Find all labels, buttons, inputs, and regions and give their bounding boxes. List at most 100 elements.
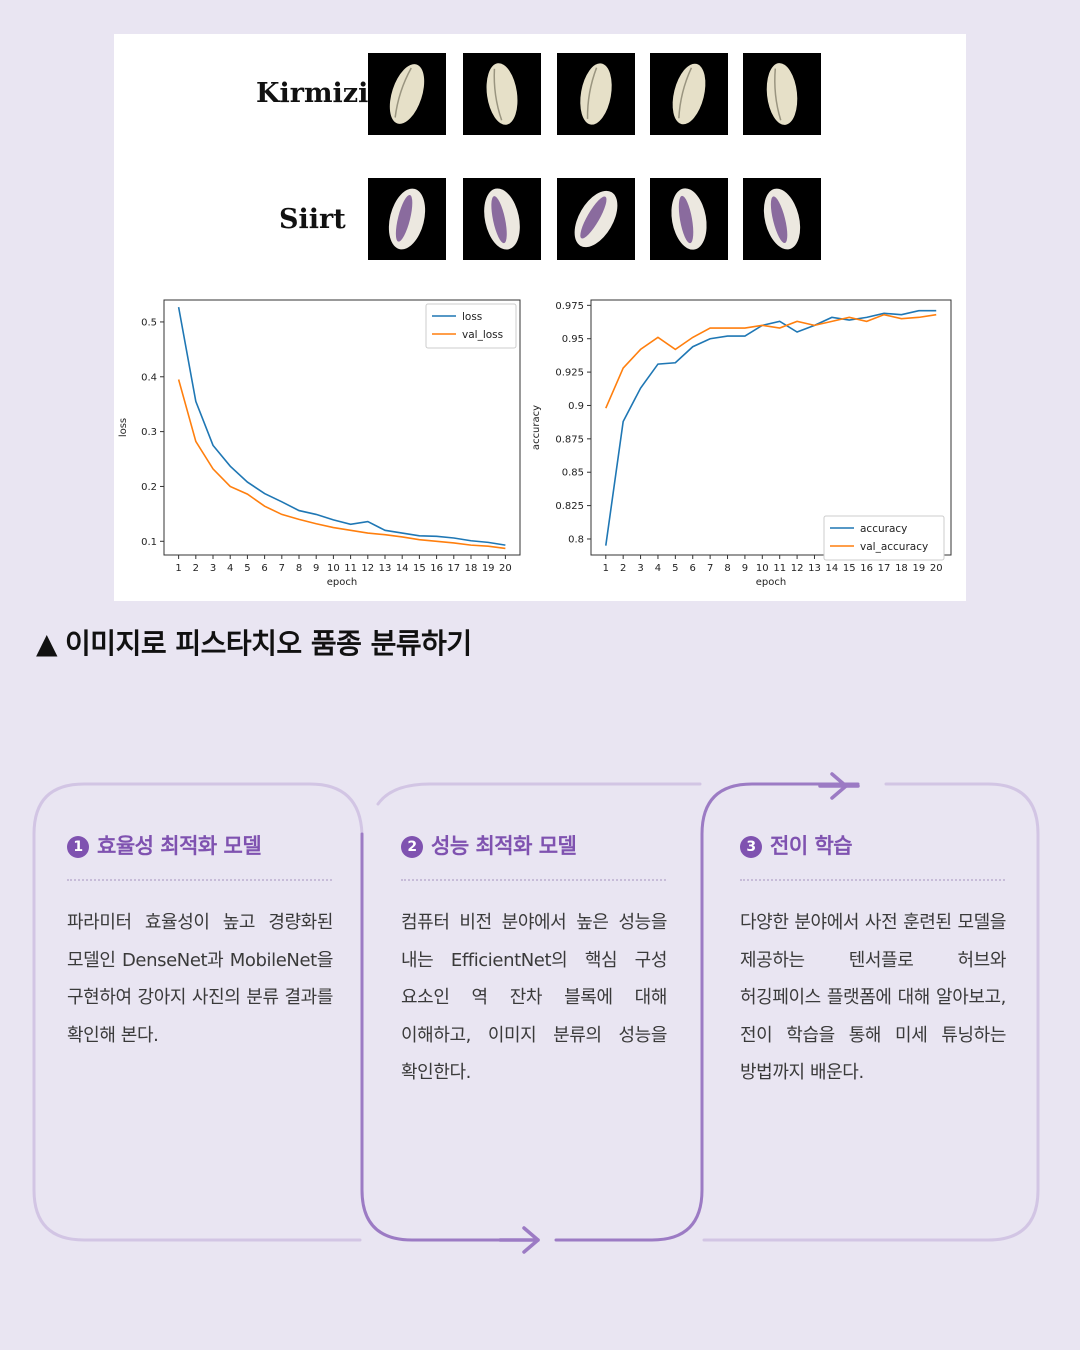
x-tick-label: 9 xyxy=(742,563,748,574)
x-tick-label: 11 xyxy=(773,563,786,574)
siirt-sample-4 xyxy=(650,178,728,260)
accuracy-chart: 1 2 3 4 5 6 7 8 9 10 11 12 13 14 15 16 17 18 19 200.80.8250… xyxy=(531,299,952,588)
y-tick-label: 0.95 xyxy=(562,334,584,345)
x-tick-label: 11 xyxy=(344,563,357,574)
x-tick-label: 12 xyxy=(791,563,804,574)
x-axis-label: epoch xyxy=(327,577,357,588)
card-2-right-outline xyxy=(554,782,860,1242)
x-tick-label: 8 xyxy=(296,563,302,574)
x-tick-label: 6 xyxy=(261,563,267,574)
x-axis-label: epoch xyxy=(756,577,786,588)
y-axis-label: accuracy xyxy=(531,405,542,450)
y-tick-label: 0.8 xyxy=(568,534,584,545)
x-tick-label: 2 xyxy=(193,563,199,574)
x-tick-label: 2 xyxy=(620,563,626,574)
x-tick-label: 13 xyxy=(379,563,392,574)
x-tick-label: 20 xyxy=(499,563,512,574)
y-tick-label: 0.2 xyxy=(141,482,157,493)
x-tick-label: 3 xyxy=(637,563,643,574)
siirt-sample-2 xyxy=(463,178,541,260)
kirmizi-sample-4 xyxy=(650,53,728,135)
card-2-title: 2 성능 최적화 모델 xyxy=(401,830,577,860)
number-badge-icon: 1 xyxy=(67,836,89,858)
card-1-body: 파라미터 효율성이 높고 경량화된 모델인 DenseNet과 MobileNe… xyxy=(67,912,333,1046)
y-tick-label: 0.975 xyxy=(555,301,584,312)
card-2-top-outline xyxy=(376,782,702,806)
card-3-body: 다양한 분야에서 사전 훈련된 모델을 제공하는 텐서플로 허브와 허깅페이스 … xyxy=(740,912,1006,1083)
x-tick-label: 6 xyxy=(690,563,696,574)
siirt-sample-1 xyxy=(368,178,446,260)
x-tick-label: 1 xyxy=(603,563,609,574)
x-tick-label: 15 xyxy=(843,563,856,574)
card-3-outline xyxy=(702,782,1040,1242)
series-line-val_loss xyxy=(177,379,506,550)
x-tick-label: 13 xyxy=(808,563,821,574)
siirt-sample-3 xyxy=(557,178,635,260)
legend-box xyxy=(823,515,945,561)
x-tick-label: 4 xyxy=(227,563,233,574)
loss-chart: 1 2 3 4 5 6 7 8 9 10 11 12 13 14 15 16 17 18 19 200.10.20.3… xyxy=(118,299,521,588)
series-line-val_accuracy xyxy=(605,313,937,409)
card-3-title: 3 전이 학습 xyxy=(740,830,853,860)
figure-panel: Kirmizi Siirt 1 2 3 4 5 6 7 8 9 10 11 12 13 14 15 16 17 1… xyxy=(114,34,966,601)
kirmizi-sample-1 xyxy=(368,53,446,135)
x-tick-label: 9 xyxy=(313,563,319,574)
x-tick-label: 8 xyxy=(724,563,730,574)
x-tick-label: 20 xyxy=(930,563,943,574)
siirt-sample-5 xyxy=(743,178,821,260)
x-tick-label: 7 xyxy=(707,563,713,574)
card-2-title-text: 성능 최적화 모델 xyxy=(431,834,577,858)
x-tick-label: 12 xyxy=(361,563,374,574)
card-2-left-outline xyxy=(360,832,527,1242)
y-tick-label: 0.5 xyxy=(141,317,157,328)
legend-box xyxy=(425,303,517,349)
x-tick-label: 15 xyxy=(413,563,426,574)
x-tick-label: 14 xyxy=(826,563,839,574)
x-tick-label: 16 xyxy=(430,563,443,574)
y-tick-label: 0.9 xyxy=(568,401,584,412)
card-3-divider xyxy=(740,879,1005,881)
kirmizi-sample-5 xyxy=(743,53,821,135)
y-tick-label: 0.1 xyxy=(141,537,157,548)
card-2-divider xyxy=(401,879,666,881)
legend-label: accuracy xyxy=(860,523,907,535)
x-tick-label: 5 xyxy=(244,563,250,574)
legend-label: val_loss xyxy=(462,329,503,341)
card-2-body: 컴퓨터 비전 분야에서 높은 성능을 내는 EfficientNet의 핵심 구… xyxy=(401,912,667,1083)
kirmizi-sample-2 xyxy=(463,53,541,135)
x-tick-label: 17 xyxy=(447,563,460,574)
caption-text: 이미지로 피스타치오 품종 분류하기 xyxy=(65,627,472,660)
card-1-title-text: 효율성 최적화 모델 xyxy=(97,834,262,858)
row-label-kirmizi: Kirmizi xyxy=(256,78,369,109)
x-tick-label: 17 xyxy=(878,563,891,574)
x-tick-label: 14 xyxy=(396,563,409,574)
x-tick-label: 18 xyxy=(465,563,478,574)
x-tick-label: 5 xyxy=(672,563,678,574)
x-tick-label: 18 xyxy=(895,563,908,574)
number-badge-icon: 3 xyxy=(740,836,762,858)
x-tick-label: 19 xyxy=(482,563,495,574)
triangle-marker-icon: ▲ xyxy=(36,627,58,660)
card-1-divider xyxy=(67,879,332,881)
y-tick-label: 0.4 xyxy=(141,372,157,383)
legend-label: val_accuracy xyxy=(860,541,928,553)
kirmizi-sample-3 xyxy=(557,53,635,135)
x-tick-label: 3 xyxy=(210,563,216,574)
y-tick-label: 0.85 xyxy=(562,468,584,479)
card-1-title: 1 효율성 최적화 모델 xyxy=(67,830,262,860)
number-badge-icon: 2 xyxy=(401,836,423,858)
card-3-title-text: 전이 학습 xyxy=(770,834,853,858)
series-line-loss xyxy=(177,306,506,546)
card-1-outline xyxy=(32,782,364,1242)
y-tick-label: 0.875 xyxy=(555,434,584,445)
x-tick-label: 4 xyxy=(655,563,661,574)
series-line-accuracy xyxy=(604,309,937,546)
x-tick-label: 7 xyxy=(279,563,285,574)
y-tick-label: 0.925 xyxy=(555,368,584,379)
x-tick-label: 10 xyxy=(756,563,769,574)
x-tick-label: 19 xyxy=(912,563,925,574)
x-tick-label: 1 xyxy=(175,563,181,574)
y-axis-label: loss xyxy=(118,418,129,437)
x-tick-label: 10 xyxy=(327,563,340,574)
